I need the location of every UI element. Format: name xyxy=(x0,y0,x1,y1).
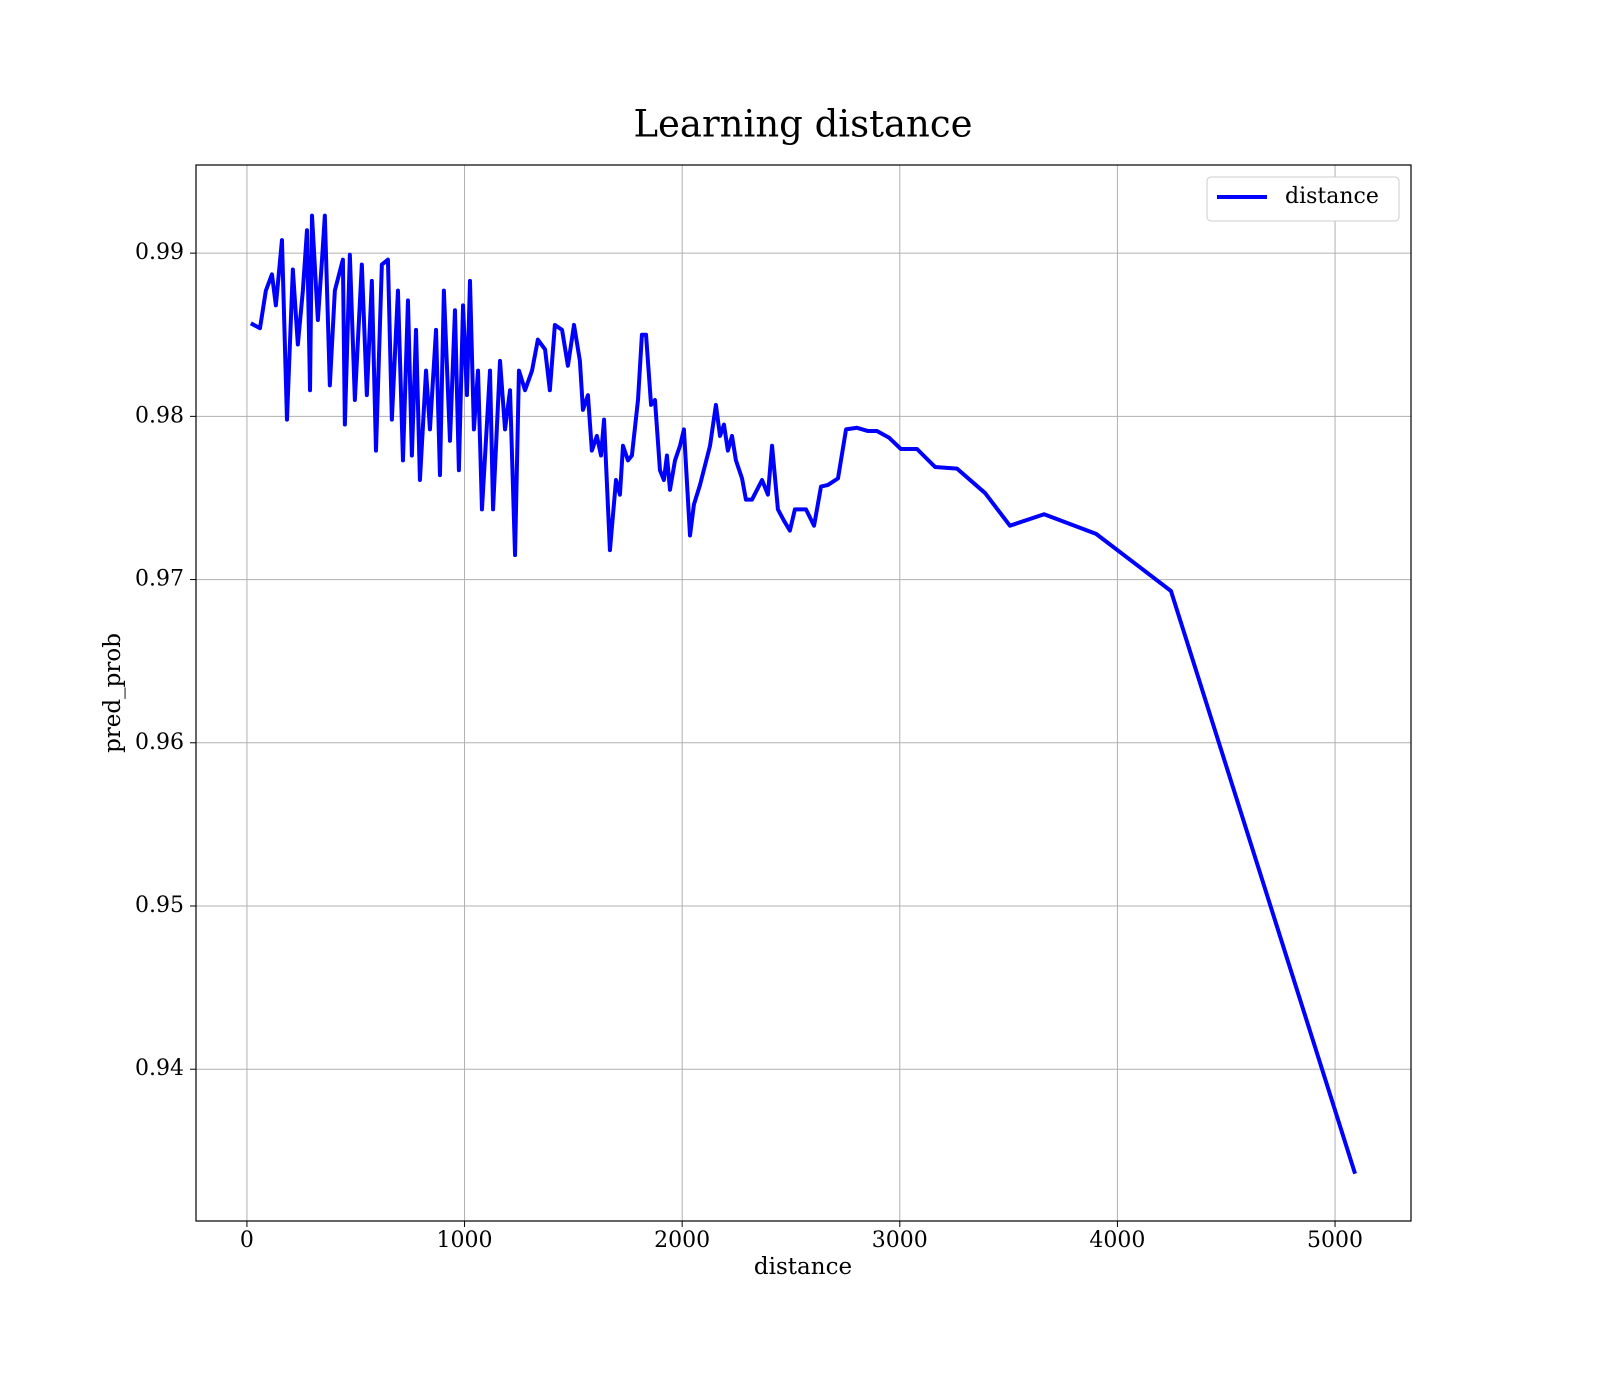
chart-title: Learning distance xyxy=(633,103,972,146)
legend-box xyxy=(1206,176,1400,222)
data-line xyxy=(249,213,1357,1175)
y-tick-label: 0.98 xyxy=(135,403,184,428)
x-tick-label: 3000 xyxy=(872,1228,928,1253)
x-tick-label: 5000 xyxy=(1307,1228,1363,1253)
x-tick-label: 1000 xyxy=(437,1228,493,1253)
y-tick-label: 0.94 xyxy=(135,1056,184,1081)
y-axis-label: pred_prob xyxy=(100,633,126,753)
x-axis-label: distance xyxy=(754,1254,852,1280)
y-tick-label: 0.99 xyxy=(135,240,184,265)
x-tick-label: 2000 xyxy=(654,1228,710,1253)
y-tick-label: 0.97 xyxy=(135,567,184,592)
y-tick-label: 0.96 xyxy=(135,730,184,755)
y-tick-label: 0.95 xyxy=(135,893,184,918)
plot-frame xyxy=(195,164,1412,1222)
x-tick-label: 0 xyxy=(240,1228,254,1253)
x-tick-label: 4000 xyxy=(1089,1228,1145,1253)
legend-label: distance xyxy=(1285,184,1379,209)
